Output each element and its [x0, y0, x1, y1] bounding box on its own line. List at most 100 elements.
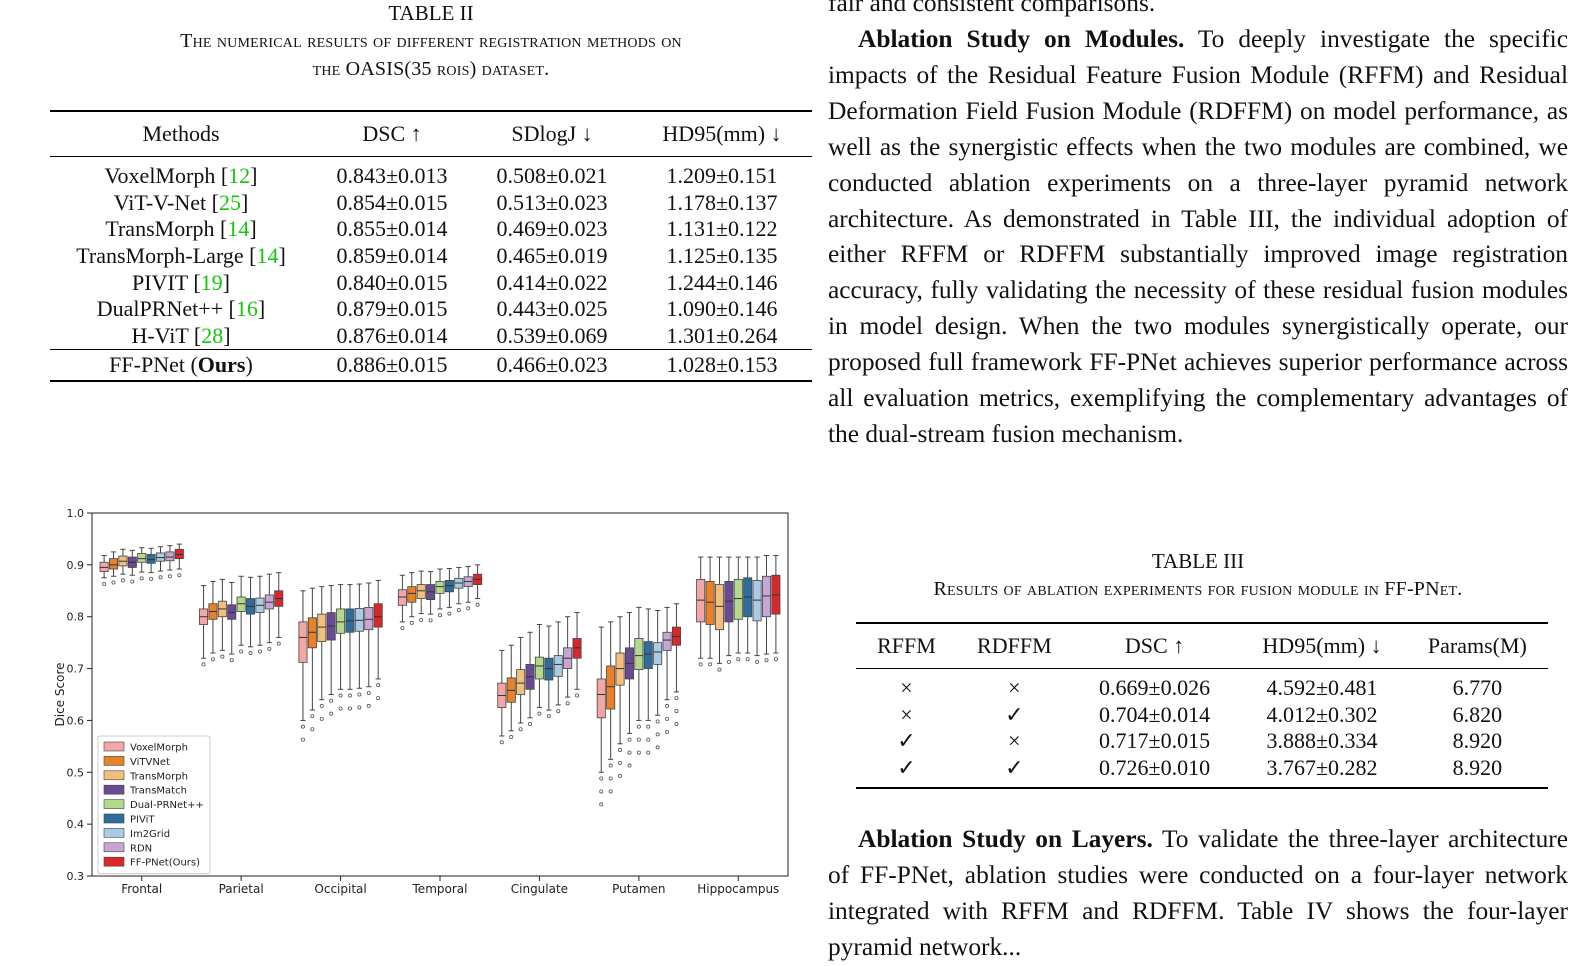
outlier — [347, 693, 352, 698]
y-tick-label: 0.8 — [67, 611, 85, 624]
table-row: VoxelMorph [12] 0.843±0.013 0.508±0.021 1.2… — [50, 156, 812, 190]
outlier — [655, 745, 660, 750]
outlier — [319, 703, 324, 708]
citation-link[interactable]: 25 — [218, 189, 241, 215]
outlier — [736, 657, 741, 662]
hd95-cell: 4.592±0.481 — [1266, 675, 1378, 701]
params-cell: 6.770 — [1452, 675, 1503, 701]
outlier — [366, 690, 371, 695]
legend-swatch — [103, 856, 125, 867]
table3-caption: Results of ablation experiments for fusi… — [933, 578, 1463, 600]
outlier — [608, 763, 613, 768]
outlier — [599, 789, 604, 794]
citation-link[interactable]: 19 — [200, 269, 223, 295]
box — [534, 656, 544, 680]
rdffm-cell: × — [1008, 675, 1021, 701]
outlier — [717, 667, 722, 672]
box — [174, 548, 184, 560]
y-tick-label: 0.9 — [67, 559, 85, 572]
table3-header-params: Params(M) — [1427, 633, 1527, 658]
outlier — [646, 750, 651, 755]
hd95-cell: 1.125±0.135 — [666, 243, 778, 269]
method-name: FF-PNet (Ours) — [50, 350, 312, 382]
outlier — [419, 617, 424, 622]
rdffm-cell: ✓ — [1005, 701, 1024, 727]
outlier — [636, 750, 641, 755]
box — [643, 641, 653, 669]
table2-header-sdlogj: SDlogJ ↓ — [511, 121, 593, 146]
table3-header-rffm: RFFM — [877, 633, 936, 658]
y-tick-label: 0.4 — [67, 818, 85, 831]
outlier — [698, 662, 703, 667]
box — [761, 575, 771, 618]
legend-swatch — [103, 741, 125, 752]
outlier — [310, 714, 315, 719]
outlier — [665, 716, 670, 721]
outlier — [167, 574, 172, 579]
method-name: DualPRNet++ [16] — [50, 296, 312, 323]
box — [336, 608, 346, 634]
params-cell: 8.920 — [1452, 728, 1503, 754]
outlier — [329, 698, 334, 703]
x-tick-label: Putamen — [612, 882, 665, 896]
outlier — [618, 760, 623, 765]
outlier — [556, 709, 561, 714]
outlier — [636, 737, 641, 742]
outlier — [409, 620, 414, 625]
box — [733, 578, 743, 620]
citation-link[interactable]: 14 — [227, 216, 250, 242]
outlier — [456, 607, 461, 612]
outlier — [636, 724, 641, 729]
dsc-cell: 0.704±0.014 — [1099, 701, 1211, 727]
citation-link[interactable]: 12 — [228, 163, 251, 189]
outlier — [608, 789, 613, 794]
dsc-cell: 0.717±0.015 — [1099, 728, 1211, 754]
method-name: H-ViT [28] — [50, 323, 312, 350]
outlier — [276, 641, 281, 646]
outlier — [509, 735, 514, 740]
legend-label: Im2Grid — [130, 829, 170, 840]
citation-link[interactable]: 28 — [201, 322, 224, 348]
paragraph-ablation-modules: Ablation Study on Modules. To deeply inv… — [828, 22, 1568, 453]
table-row: TransMorph [14] 0.855±0.014 0.469±0.023 1.1… — [50, 216, 812, 243]
box — [435, 581, 445, 594]
method-label: PIVIT [ — [132, 269, 201, 295]
table-row: TransMorph-Large [14] 0.859±0.014 0.465±0.… — [50, 243, 812, 270]
outlier — [229, 658, 234, 663]
outlier — [599, 802, 604, 807]
outlier — [665, 703, 670, 708]
outlier — [565, 701, 570, 706]
legend-label: FF-PNet(Ours) — [130, 858, 200, 869]
outlier — [674, 696, 679, 701]
dsc-cell: 0.726±0.010 — [1099, 755, 1211, 781]
dsc-cell: 0.879±0.015 — [336, 296, 448, 322]
citation-link[interactable]: 16 — [235, 296, 258, 322]
rffm-cell: ✓ — [897, 728, 916, 754]
outlier — [338, 706, 343, 711]
dsc-cell: 0.854±0.015 — [336, 189, 448, 215]
box — [572, 638, 582, 659]
outlier — [655, 732, 660, 737]
method-label: H-ViT [ — [131, 322, 202, 348]
outlier — [210, 657, 215, 662]
table-row-ours: FF-PNet (Ours) 0.886±0.015 0.466±0.023 1.02… — [50, 349, 812, 382]
table3-header-rdffm: RDFFM — [977, 633, 1052, 658]
box — [317, 613, 327, 643]
method-name: TransMorph [14] — [50, 216, 312, 243]
table-row: × × 0.669±0.026 4.592±0.481 6.770 — [856, 668, 1548, 702]
outlier — [400, 626, 405, 631]
x-tick-label: Occipital — [314, 882, 366, 896]
box — [227, 604, 237, 620]
sdlogj-cell: 0.513±0.023 — [496, 189, 608, 215]
citation-link[interactable]: 14 — [256, 243, 279, 269]
sdlogj-cell: 0.465±0.019 — [496, 243, 608, 269]
outlier — [428, 618, 433, 623]
sdlogj-cell: 0.414±0.022 — [496, 269, 608, 295]
x-tick-label: Cingulate — [511, 882, 568, 896]
bracket: ] — [278, 243, 286, 269]
outlier — [376, 696, 381, 701]
boxplot-chart: 0.3 0.4 0.5 0.6 0.7 0.8 0.9 1.0 Dice Score Fronta… — [53, 507, 789, 896]
box — [156, 552, 166, 562]
y-tick-label: 0.7 — [67, 663, 85, 676]
outlier — [338, 693, 343, 698]
